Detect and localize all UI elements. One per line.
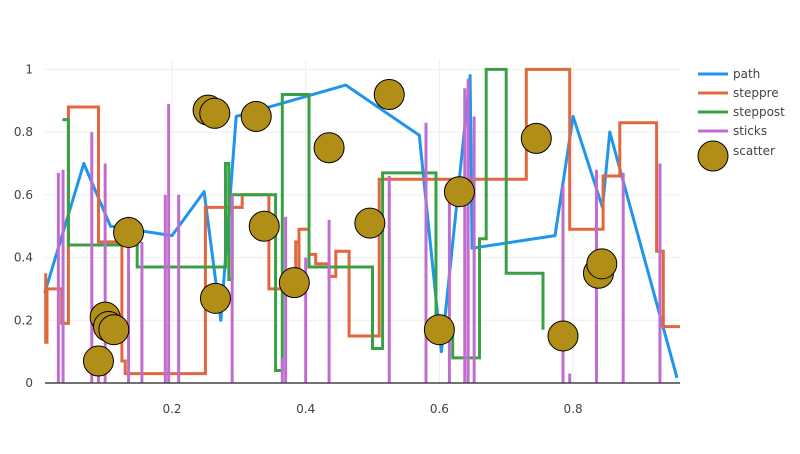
legend-symbol-scatter	[697, 140, 729, 172]
marker-scatter	[313, 132, 345, 164]
data-point-path	[344, 83, 348, 87]
data-point-path	[608, 130, 612, 134]
series-line-steppre	[44, 67, 680, 376]
axis-layer: 0.2 0.4 0.6 0.8 0 0.2 0.4 0.6 0.8 1	[14, 62, 680, 416]
marker-scatter	[520, 122, 552, 154]
x-tick-label: 0.4	[296, 402, 315, 416]
legend: path steppre steppost sticks scatter	[697, 67, 785, 172]
legend-label-steppre: steppre	[733, 86, 779, 100]
data-point-path	[234, 114, 238, 118]
x-tick-label: 0.6	[430, 402, 449, 416]
marker-scatter	[373, 78, 405, 110]
data-point-path	[439, 350, 443, 354]
legend-label-path: path	[733, 67, 760, 81]
x-tick-label: 0.8	[564, 402, 583, 416]
data-point-path	[219, 318, 223, 322]
marker-scatter	[443, 176, 475, 208]
data-point-path	[468, 74, 472, 78]
series-layer	[43, 67, 680, 383]
data-point-path	[417, 133, 421, 137]
marker-scatter	[199, 282, 231, 314]
marker-scatter	[547, 320, 579, 352]
legend-label-sticks: sticks	[733, 124, 767, 138]
data-point-path	[553, 234, 557, 238]
legend-label-steppost: steppost	[733, 105, 785, 119]
marker-scatter	[354, 207, 386, 239]
y-tick-label: 1	[25, 62, 33, 76]
data-point-path	[202, 190, 206, 194]
marker-scatter	[423, 314, 455, 346]
data-point-path	[170, 234, 174, 238]
y-tick-label: 0.8	[14, 125, 33, 139]
x-tick-label: 0.2	[162, 402, 181, 416]
y-tick-label: 0	[25, 376, 33, 390]
data-point-path	[109, 224, 113, 228]
data-point-path	[675, 375, 679, 379]
data-point-path	[571, 114, 575, 118]
y-tick-label: 0.6	[14, 188, 33, 202]
grid-layer	[45, 60, 680, 383]
legend-label-scatter: scatter	[733, 144, 775, 158]
data-point-path	[82, 161, 86, 165]
marker-scatter	[82, 345, 114, 377]
marker-scatter	[113, 216, 145, 248]
marker-scatter	[248, 210, 280, 242]
marker-scatter	[240, 100, 272, 132]
marker-scatter	[98, 314, 130, 346]
y-tick-label: 0.2	[14, 313, 33, 327]
marker-scatter	[278, 267, 310, 299]
series-line-steppost	[62, 67, 545, 372]
marker-scatter	[199, 97, 231, 129]
y-tick-label: 0.4	[14, 251, 33, 265]
marker-scatter	[586, 248, 618, 280]
